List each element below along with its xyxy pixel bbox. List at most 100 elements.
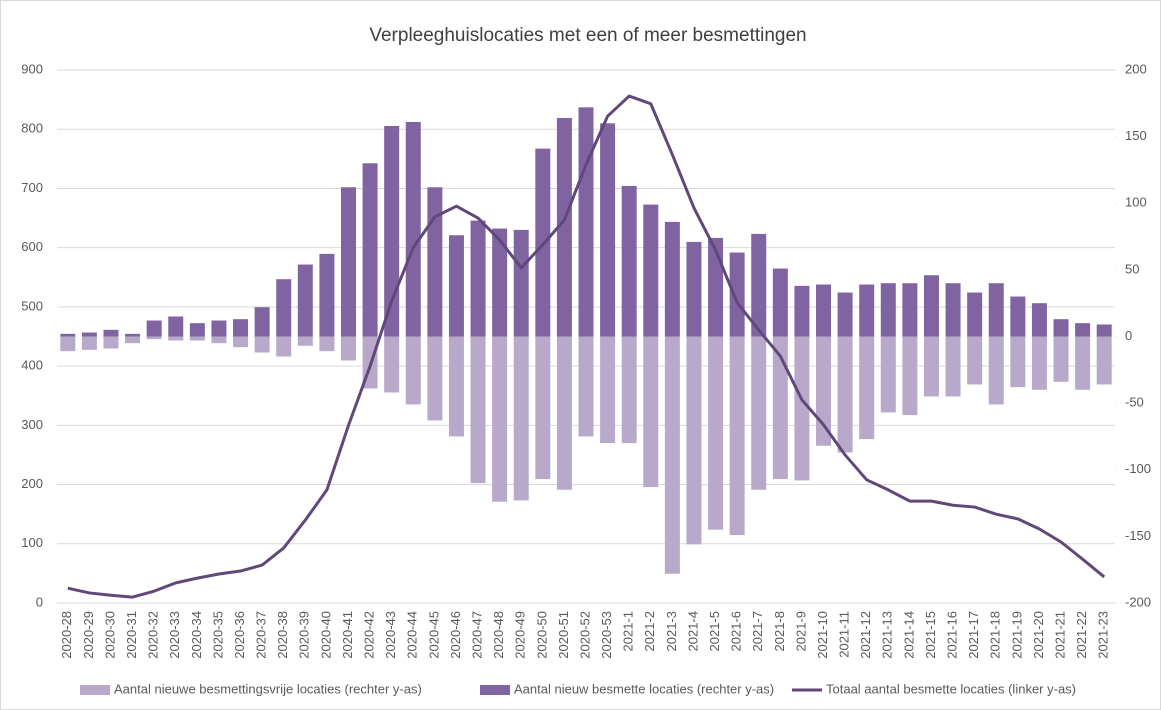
y2-tick-label: 100 (1125, 195, 1147, 210)
bar (81, 332, 97, 337)
bar (729, 252, 745, 337)
bar (988, 336, 1004, 405)
x-tick-label: 2020-45 (426, 611, 441, 659)
bar (751, 233, 767, 337)
bar (794, 336, 810, 481)
bar (276, 279, 292, 337)
bar (470, 220, 486, 337)
bar (427, 336, 443, 421)
bar (880, 336, 896, 413)
x-tick-label: 2020-52 (577, 611, 592, 659)
bar (81, 336, 97, 350)
bar (448, 235, 464, 337)
bar (1075, 323, 1091, 337)
bar (837, 336, 853, 453)
bar (276, 336, 292, 357)
bar (902, 283, 918, 337)
bar (146, 336, 162, 340)
y-tick-label: 400 (21, 358, 43, 373)
bar (600, 123, 616, 337)
x-tick-label: 2020-41 (340, 611, 355, 659)
chart-title: Verpleeghuislocaties met een of meer bes… (369, 25, 806, 46)
x-tick-label: 2020-37 (254, 611, 269, 659)
bar (859, 336, 875, 440)
bar (168, 316, 184, 337)
x-tick-label: 2021-8 (772, 611, 787, 651)
bar (211, 336, 227, 344)
bar (1010, 296, 1026, 337)
x-tick-label: 2021-7 (750, 611, 765, 651)
legend-label: Aantal nieuw besmette locaties (rechter … (514, 681, 774, 696)
bar (988, 283, 1004, 337)
x-tick-label: 2020-32 (146, 611, 161, 659)
bar (772, 268, 788, 337)
bar (60, 336, 76, 352)
bar (448, 336, 464, 437)
bar (513, 336, 529, 501)
bar (405, 336, 421, 405)
bar (211, 320, 227, 337)
x-tick-label: 2020-35 (210, 611, 225, 659)
y-tick-label: 100 (21, 535, 43, 550)
y-tick-label: 500 (21, 298, 43, 313)
y2-tick-label: -100 (1125, 461, 1151, 476)
bar (297, 336, 313, 346)
x-tick-label: 2021-1 (621, 611, 636, 651)
bar (168, 336, 184, 341)
x-tick-label: 2021-18 (988, 611, 1003, 659)
bar (319, 336, 335, 352)
y-tick-label: 800 (21, 121, 43, 136)
bar (578, 336, 594, 437)
bar (816, 284, 832, 337)
bar (384, 336, 400, 393)
x-tick-label: 2020-46 (448, 611, 463, 659)
bar (880, 283, 896, 337)
bar (254, 307, 270, 337)
x-tick-label: 2021-5 (707, 611, 722, 651)
x-tick-label: 2020-29 (81, 611, 96, 659)
bar (664, 221, 680, 337)
x-tick-label: 2020-53 (599, 611, 614, 659)
bar (405, 121, 421, 337)
legend-label: Aantal nieuwe besmettingsvrije locaties … (114, 681, 422, 696)
y-tick-label: 900 (21, 61, 43, 76)
x-tick-label: 2021-11 (837, 611, 852, 658)
y2-tick-label: -150 (1125, 528, 1151, 543)
bar (967, 292, 983, 337)
y2-tick-label: -50 (1125, 395, 1144, 410)
bar (686, 241, 702, 337)
bar (535, 336, 551, 480)
x-tick-label: 2020-30 (102, 611, 117, 659)
x-tick-label: 2021-3 (664, 611, 679, 651)
bar (1096, 324, 1112, 337)
x-tick-label: 2020-44 (405, 611, 420, 659)
bar (492, 336, 508, 502)
bar (470, 336, 486, 484)
bar (556, 336, 572, 490)
bar (189, 323, 205, 337)
bar (427, 187, 443, 337)
y-tick-label: 600 (21, 239, 43, 254)
bar (967, 336, 983, 385)
x-tick-label: 2021-23 (1096, 611, 1111, 659)
bar (1053, 336, 1069, 382)
bar (902, 336, 918, 416)
legend-swatch (480, 685, 510, 695)
bar (340, 336, 356, 361)
x-tick-label: 2020-34 (189, 611, 204, 659)
bar (1075, 336, 1091, 390)
bar (60, 333, 76, 337)
y2-tick-label: 0 (1125, 328, 1132, 343)
bar (643, 336, 659, 488)
bar (772, 336, 788, 480)
x-tick-label: 2020-36 (232, 611, 247, 659)
bar (945, 336, 961, 397)
x-tick-label: 2021-4 (685, 611, 700, 651)
bar (233, 319, 249, 337)
bar (513, 229, 529, 337)
bar (643, 204, 659, 337)
x-tick-label: 2021-2 (642, 611, 657, 651)
x-tick-label: 2020-48 (491, 611, 506, 659)
x-tick-label: 2020-39 (297, 611, 312, 659)
bar (125, 333, 141, 337)
